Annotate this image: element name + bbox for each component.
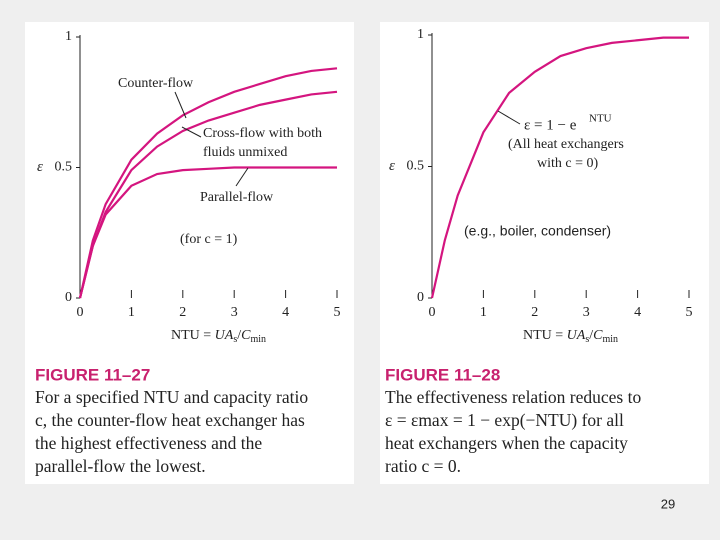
caption-line: The effectiveness relation reduces to: [385, 387, 641, 407]
series-name: Cross-flow with both fluids unmixed: [203, 126, 322, 160]
x-tick-label: 1: [480, 305, 487, 320]
series-name-box: Cross-flow with both fluids unmixed: [203, 126, 322, 160]
x-tick-label: 1: [128, 305, 135, 320]
curve: [430, 36, 689, 299]
x-axis-label-part: min: [250, 334, 266, 345]
page-number: 29: [661, 496, 675, 511]
x-tick-label: 4: [634, 305, 641, 320]
y-tick-label: 0.5: [55, 160, 73, 175]
curve: [78, 166, 337, 299]
curve: [78, 67, 338, 299]
figure-label: FIGURE 11–28: [385, 365, 500, 384]
x-axis-label-part: C: [593, 328, 603, 343]
y-axis-label: ε: [37, 159, 43, 175]
right-panel: [380, 22, 709, 484]
annotation: (e.g., boiler, condenser): [464, 223, 611, 239]
annotation: ε = 1 − e: [524, 117, 577, 133]
x-axis-label-part: min: [602, 334, 618, 345]
y-tick-label: 1: [65, 29, 72, 44]
x-tick-label: 0: [77, 305, 84, 320]
leader-line: [235, 167, 249, 187]
caption-line: ε = εmax = 1 − exp(−NTU) for all: [385, 410, 624, 430]
caption-line: the highest effectiveness and the: [35, 433, 262, 453]
x-axis-label-part: s: [233, 334, 237, 345]
x-axis-label: NTU = UAs/Cmin: [523, 328, 618, 345]
x-tick-label: 2: [179, 305, 186, 320]
caption-line: heat exchangers when the capacity: [385, 433, 628, 453]
annotation: with c = 0): [537, 156, 598, 171]
x-tick-label: 5: [334, 305, 341, 320]
caption-line: ratio c = 0.: [385, 456, 461, 476]
x-tick-label: 4: [282, 305, 289, 320]
leader-line: [497, 110, 521, 125]
x-axis-label: NTU = UAs/Cmin: [171, 328, 266, 345]
annotation: (for c = 1): [180, 232, 238, 247]
y-axis-label: ε: [389, 158, 395, 174]
leader-line: [181, 126, 202, 138]
x-tick-label: 3: [231, 305, 238, 320]
x-axis-label-part: /: [589, 328, 593, 343]
y-tick-label: 0: [417, 290, 424, 305]
x-axis-label-part: /: [237, 328, 241, 343]
caption-line: For a specified NTU and capacity ratio: [35, 387, 308, 407]
x-axis-label-part: s: [585, 334, 589, 345]
series-name: Parallel-flow: [200, 190, 274, 205]
x-tick-label: 3: [583, 305, 590, 320]
y-tick-label: 0: [65, 290, 72, 305]
y-tick-label: 1: [417, 27, 424, 42]
leader-line: [174, 91, 187, 119]
series-name-box: Counter-flow: [118, 76, 194, 91]
caption-line: c, the counter-flow heat exchanger has: [35, 410, 305, 430]
annotation: NTU: [589, 113, 612, 125]
series-name-box: Parallel-flow: [200, 190, 274, 205]
x-axis-label-part: NTU =: [523, 328, 567, 343]
x-axis-label-part: UA: [215, 328, 234, 343]
caption-line: parallel-flow the lowest.: [35, 456, 206, 476]
series-name: Counter-flow: [118, 76, 194, 91]
y-tick-label: 0.5: [407, 159, 425, 174]
x-tick-label: 2: [531, 305, 538, 320]
x-tick-label: 5: [686, 305, 693, 320]
x-tick-label: 0: [429, 305, 436, 320]
x-axis-label-part: C: [241, 328, 251, 343]
x-axis-label-part: NTU =: [171, 328, 215, 343]
x-axis-label-part: UA: [567, 328, 586, 343]
annotation: (All heat exchangers: [508, 137, 624, 152]
figure-label: FIGURE 11–27: [35, 365, 150, 384]
